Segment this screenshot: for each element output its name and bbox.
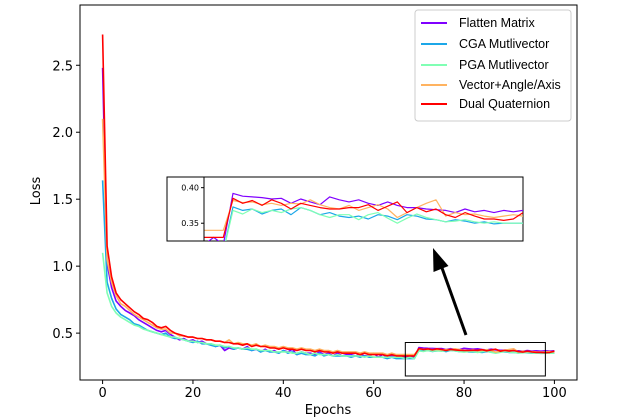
zoom-region-box [404, 342, 546, 377]
inset-source-box [404, 342, 546, 377]
legend-label: CGA Mutlivector [459, 37, 549, 51]
x-tick-label: 100 [542, 386, 567, 401]
legend-frame [414, 9, 572, 122]
zoom-arrow [433, 248, 468, 336]
main-plot: 0 20 40 60 80 100 0.5 1.0 1.5 2.0 2.5 [52, 4, 578, 401]
x-tick-label: 80 [456, 386, 473, 401]
x-tick-label: 40 [275, 386, 292, 401]
inset-series-line-flatten-matrix [207, 192, 523, 241]
y-tick-label: 0.5 [52, 327, 73, 342]
legend-label: Flatten Matrix [459, 16, 535, 30]
x-tick-label: 0 [98, 386, 106, 401]
y-tick-label: 2.5 [52, 59, 73, 74]
y-tick-label: 2.0 [52, 126, 73, 141]
inset-series-line-dual-quaternion [204, 197, 523, 238]
legend-entry-flatten-matrix: Flatten Matrix [421, 16, 535, 30]
inset-y-tick-label: 0.40 [181, 184, 199, 193]
zoom-arrow-head [433, 248, 449, 272]
legend-label: Dual Quaternion [459, 97, 550, 111]
legend-entry-vector-angle-axis: Vector+Angle/Axis [421, 78, 561, 92]
plot-frame [79, 4, 578, 381]
legend-entry-pga-mutlivector: PGA Mutlivector [421, 58, 549, 72]
inset-background [166, 176, 524, 242]
legend-label: PGA Mutlivector [459, 58, 549, 72]
series-line-dual-quaternion [101, 34, 555, 357]
x-axis-label: Epochs [305, 403, 352, 418]
legend-entry-cga-mutlivector: CGA Mutlivector [421, 37, 549, 51]
inset-series-line-pga-mutlivector [225, 207, 523, 241]
inset-y-tick-label: 0.35 [181, 219, 199, 228]
y-tick-label: 1.0 [52, 260, 73, 275]
legend-entry-dual-quaternion: Dual Quaternion [421, 97, 550, 111]
inset-series-group [204, 192, 523, 241]
x-tick-label: 20 [185, 386, 202, 401]
legend: Flatten Matrix CGA Mutlivector PGA Mutli… [414, 9, 572, 122]
series-line-pga-mutlivector [101, 252, 555, 360]
inset-plot: 0.40 0.35 [166, 176, 524, 242]
y-tick-label: 1.5 [52, 193, 73, 208]
y-axis-label: Loss [29, 177, 44, 206]
x-tick-label: 60 [365, 386, 382, 401]
legend-label: Vector+Angle/Axis [459, 78, 561, 92]
zoom-arrow-shaft [440, 267, 468, 336]
